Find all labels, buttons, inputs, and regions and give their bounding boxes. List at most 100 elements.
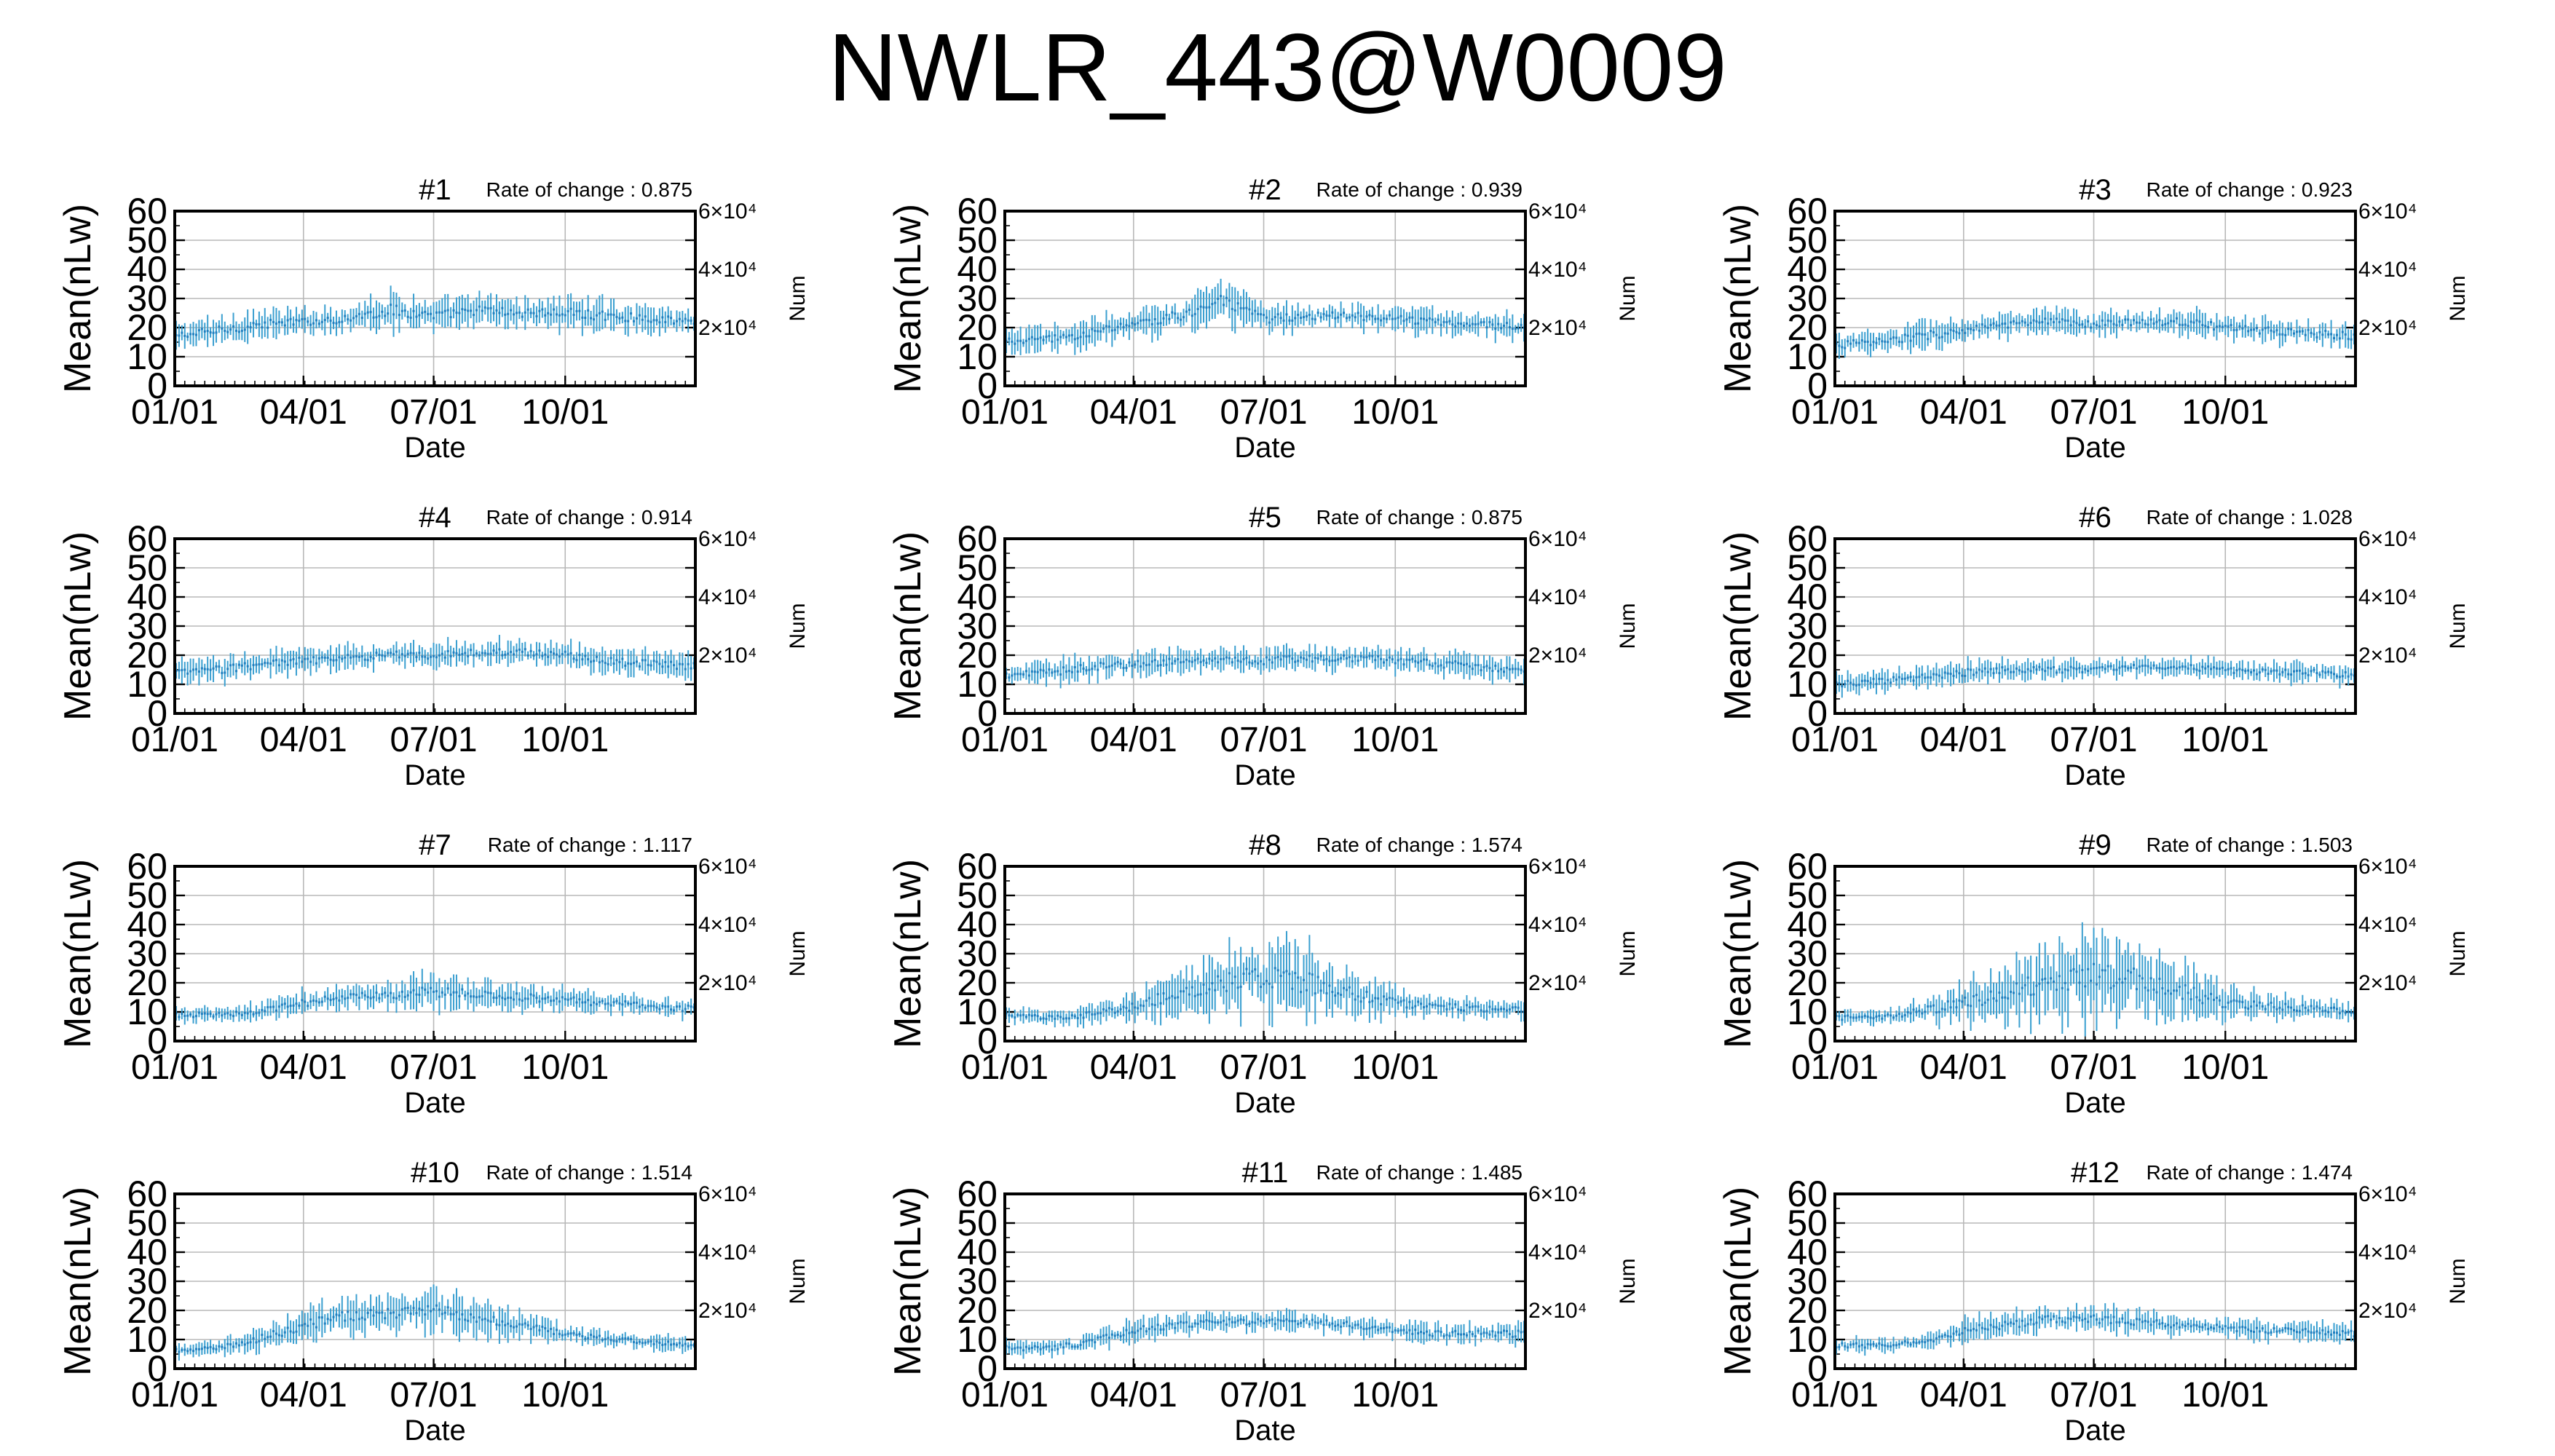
data-point [2130,666,2133,669]
data-point [2307,328,2310,331]
data-point [2050,667,2053,670]
data-point [1970,328,1972,331]
x-tick-label: 07/01 [1220,393,1307,432]
data-point [1906,676,1909,679]
data-point [2238,1000,2241,1003]
plot-frame [1003,537,1527,715]
data-point [1202,659,1205,662]
data-point [1322,659,1325,662]
data-point [1156,664,1159,667]
data-point [1463,1009,1466,1012]
data-point [234,329,237,332]
data-point [1385,659,1388,662]
data-point [1174,660,1177,662]
x-axis-label: Date [2064,759,2126,791]
data-point [1291,657,1294,660]
data-point [1992,997,1995,1000]
data-point [1981,1003,1983,1006]
data-point [1102,1008,1105,1010]
data-point [1119,1008,1122,1010]
data-point [2098,666,2101,669]
data-point [495,652,498,654]
data-point [1385,317,1388,320]
data-point [1844,1015,1847,1018]
data-point [2258,671,2261,674]
data-point [607,313,609,316]
data-point [1465,322,1468,325]
data-point [1288,654,1291,657]
data-point [2232,999,2235,1002]
data-point [673,322,676,325]
data-point [2015,667,2018,670]
data-point [2055,671,2058,674]
data-point [1938,674,1940,677]
data-point [561,313,564,316]
data-point [272,320,275,323]
data-point [561,996,564,999]
data-point [1285,970,1288,973]
data-point [433,1307,435,1310]
data-point [1397,316,1399,319]
data-point [649,1340,652,1343]
data-point [255,1341,258,1344]
data-point [541,1325,544,1328]
data-point [1265,979,1268,982]
data-point [2041,320,2044,323]
data-point [1978,999,1981,1002]
data-point [1855,1016,1857,1019]
data-point [418,1307,421,1310]
data-point [513,998,516,1001]
data-point [515,992,518,995]
data-point [2173,320,2176,323]
data-point [2044,977,2047,980]
data-point [2327,670,2330,673]
data-point [315,1000,317,1002]
data-point [1220,979,1223,982]
data-point [510,309,513,312]
data-point [1297,976,1300,979]
data-point [1300,991,1303,994]
data-point [2304,672,2307,675]
data-point [427,312,430,315]
data-point [1271,1318,1273,1321]
data-point [618,1338,621,1341]
data-point [664,320,667,323]
data-point [1508,668,1511,670]
data-point [421,1308,424,1311]
data-point [2327,333,2330,336]
data-point [206,330,209,333]
data-point [1105,325,1107,328]
data-point [409,652,412,654]
data-point [2201,1002,2204,1005]
data-point [1359,655,1362,658]
y-tick-label: 0 [147,1021,167,1061]
data-point [363,312,366,315]
data-point [678,662,681,665]
data-point [1967,327,1970,330]
data-point [332,322,335,325]
data-point [2032,993,2035,996]
data-point [2321,333,2324,336]
data-point [1374,317,1377,320]
data-point [2023,321,2026,324]
data-point [604,662,607,665]
data-point [1248,1322,1251,1325]
data-point [1503,324,1506,327]
data-point [1008,337,1011,340]
right-axis-label: Num [786,930,810,976]
data-point [1457,322,1460,325]
data-point [197,1011,200,1014]
data-point [1319,654,1322,657]
data-point [1425,1005,1428,1008]
data-point [1402,663,1405,666]
data-point [510,651,513,654]
data-point [1239,660,1242,663]
data-point [2247,330,2250,333]
data-point [535,314,538,317]
data-point [2201,665,2204,668]
data-point [627,1337,630,1340]
data-point [1022,673,1025,676]
data-point [1159,664,1162,667]
data-point [2044,670,2047,673]
data-point [2035,320,2038,323]
